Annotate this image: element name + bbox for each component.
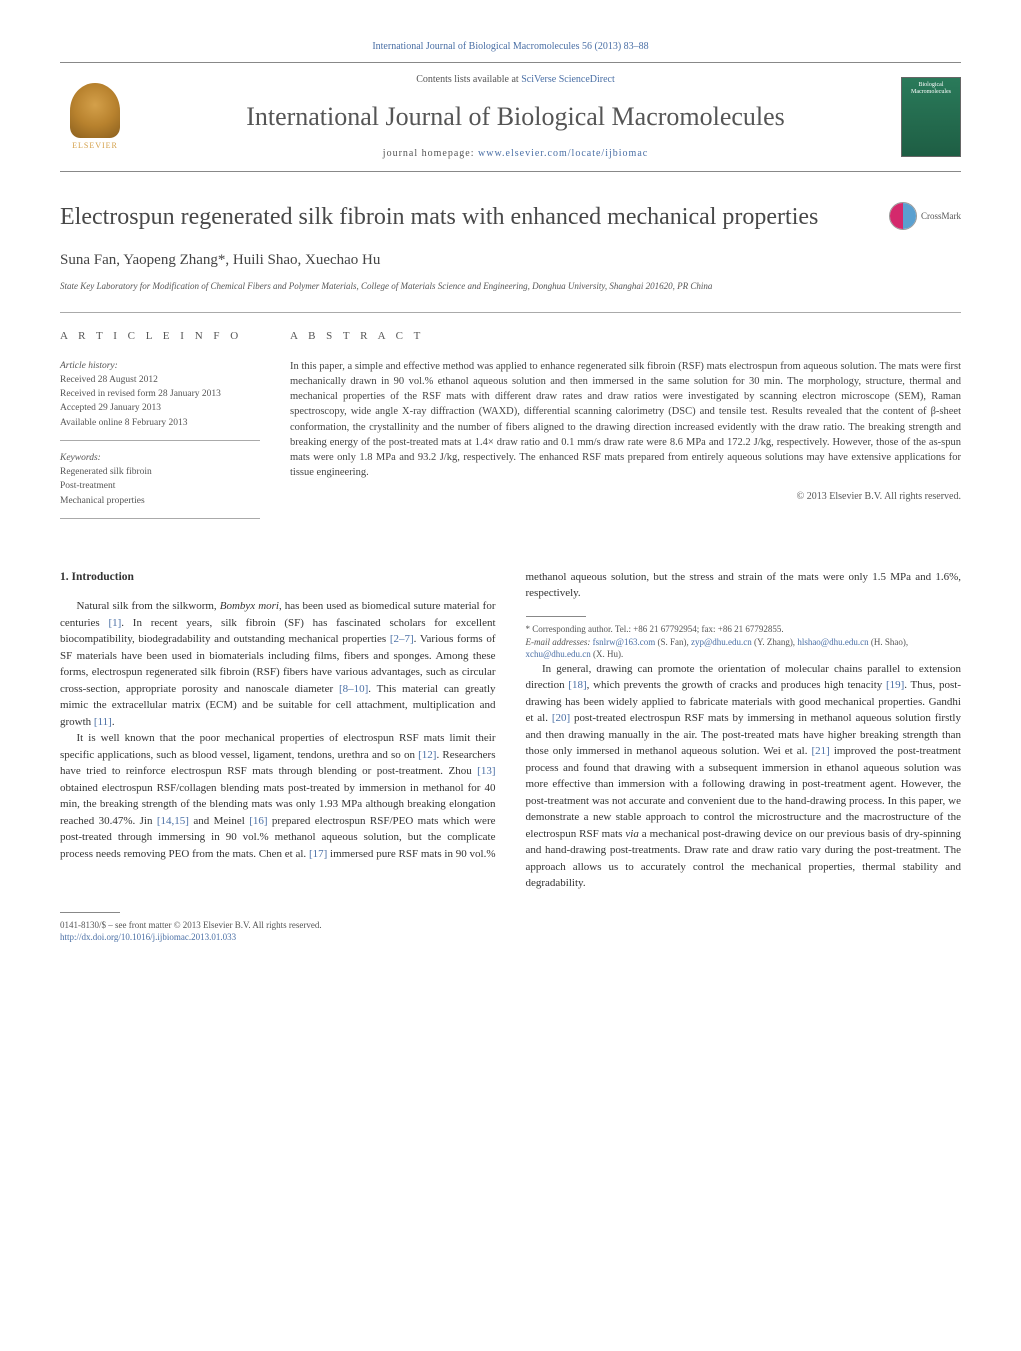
ref-link[interactable]: [20] — [552, 712, 570, 724]
abstract-copyright: © 2013 Elsevier B.V. All rights reserved… — [290, 490, 961, 504]
keyword-3: Mechanical properties — [60, 496, 145, 506]
t: (S. Fan), — [655, 637, 691, 647]
t: . — [112, 716, 115, 728]
homepage-line: journal homepage: www.elsevier.com/locat… — [130, 147, 901, 161]
via-italic: via — [625, 828, 638, 840]
crossmark-badge[interactable]: CrossMark — [889, 202, 961, 230]
ref-link[interactable]: [1] — [108, 617, 121, 629]
journal-cover-thumb: Biological Macromolecules — [901, 77, 961, 157]
keywords-block: Keywords: Regenerated silk fibroin Post-… — [60, 451, 260, 519]
elsevier-logo: ELSEVIER — [60, 77, 130, 157]
ref-link[interactable]: [12] — [418, 749, 436, 761]
homepage-link[interactable]: www.elsevier.com/locate/ijbiomac — [478, 148, 648, 159]
history-label: Article history: — [60, 361, 118, 371]
cover-thumb-text: Biological Macromolecules — [906, 82, 956, 95]
article-title: Electrospun regenerated silk fibroin mat… — [60, 202, 869, 233]
intro-heading: 1. Introduction — [60, 569, 496, 586]
affiliation: State Key Laboratory for Modification of… — [60, 281, 961, 293]
corresponding-author-note: * Corresponding author. Tel.: +86 21 677… — [526, 623, 962, 661]
banner-center: Contents lists available at SciVerse Sci… — [130, 73, 901, 161]
info-abstract-row: a r t i c l e i n f o Article history: R… — [60, 312, 961, 529]
email-link[interactable]: hlshao@dhu.edu.cn — [797, 637, 868, 647]
email-link[interactable]: xchu@dhu.edu.cn — [526, 649, 591, 659]
body-text: 1. Introduction Natural silk from the si… — [60, 569, 961, 892]
history-accepted: Accepted 29 January 2013 — [60, 403, 161, 413]
footnote-divider — [526, 616, 586, 617]
email-link[interactable]: zyp@dhu.edu.cn — [691, 637, 752, 647]
abstract-heading: a b s t r a c t — [290, 329, 961, 344]
t: improved the post-treatment process and … — [526, 745, 962, 840]
history-revised: Received in revised form 28 January 2013 — [60, 389, 221, 399]
crossmark-icon — [889, 202, 917, 230]
keywords-label: Keywords: — [60, 453, 101, 463]
ref-link[interactable]: [8–10] — [339, 683, 368, 695]
email-label: E-mail addresses: — [526, 637, 593, 647]
ref-link[interactable]: [16] — [249, 815, 267, 827]
intro-p1: Natural silk from the silkworm, Bombyx m… — [60, 598, 496, 730]
citation-header: International Journal of Biological Macr… — [60, 40, 961, 54]
species-name: Bombyx mori — [220, 600, 279, 612]
homepage-prefix: journal homepage: — [383, 148, 478, 159]
ref-link[interactable]: [18] — [568, 679, 586, 691]
elsevier-tree-icon — [70, 83, 120, 138]
article-info-heading: a r t i c l e i n f o — [60, 329, 260, 344]
email-link[interactable]: fsnlrw@163.com — [593, 637, 656, 647]
doi-link[interactable]: http://dx.doi.org/10.1016/j.ijbiomac.201… — [60, 932, 236, 942]
crossmark-label: CrossMark — [921, 210, 961, 223]
t: Natural silk from the silkworm, — [77, 600, 220, 612]
journal-banner: ELSEVIER Contents lists available at Sci… — [60, 62, 961, 172]
ref-link[interactable]: [21] — [811, 745, 829, 757]
footer-divider — [60, 912, 120, 913]
ref-link[interactable]: [13] — [477, 765, 495, 777]
article-history-block: Article history: Received 28 August 2012… — [60, 359, 260, 441]
keyword-1: Regenerated silk fibroin — [60, 467, 152, 477]
t: (X. Hu). — [591, 649, 624, 659]
intro-p3: In general, drawing can promote the orie… — [526, 661, 962, 892]
ref-link[interactable]: [19] — [886, 679, 904, 691]
keyword-2: Post-treatment — [60, 481, 115, 491]
ref-link[interactable]: [17] — [309, 848, 327, 860]
ref-link[interactable]: [14,15] — [157, 815, 189, 827]
author-list: Suna Fan, Yaopeng Zhang*, Huili Shao, Xu… — [60, 250, 961, 271]
title-row: Electrospun regenerated silk fibroin mat… — [60, 202, 961, 233]
t: (H. Shao), — [869, 637, 909, 647]
corr-line: * Corresponding author. Tel.: +86 21 677… — [526, 624, 784, 634]
contents-available-line: Contents lists available at SciVerse Sci… — [130, 73, 901, 87]
issn-line: 0141-8130/$ – see front matter © 2013 El… — [60, 920, 322, 930]
history-online: Available online 8 February 2013 — [60, 418, 188, 428]
contents-prefix: Contents lists available at — [416, 74, 521, 85]
abstract-text: In this paper, a simple and effective me… — [290, 359, 961, 481]
history-received: Received 28 August 2012 — [60, 375, 158, 385]
publisher-name: ELSEVIER — [72, 140, 118, 151]
journal-title: International Journal of Biological Macr… — [130, 99, 901, 135]
ref-link[interactable]: [11] — [94, 716, 112, 728]
article-info-column: a r t i c l e i n f o Article history: R… — [60, 329, 260, 529]
t: (Y. Zhang), — [752, 637, 798, 647]
t: , which prevents the growth of cracks an… — [587, 679, 886, 691]
t: and Meinel — [189, 815, 249, 827]
abstract-column: a b s t r a c t In this paper, a simple … — [290, 329, 961, 529]
footer-block: 0141-8130/$ – see front matter © 2013 El… — [60, 919, 961, 944]
sciencedirect-link[interactable]: SciVerse ScienceDirect — [521, 74, 615, 85]
ref-link[interactable]: [2–7] — [390, 633, 414, 645]
